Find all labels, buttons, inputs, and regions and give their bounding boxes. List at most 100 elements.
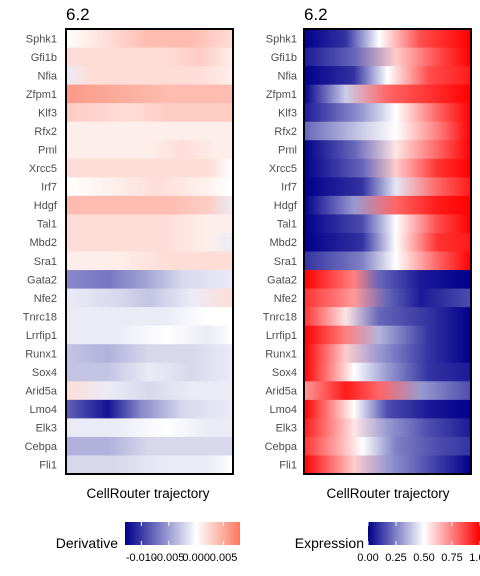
row-label: Fli1 — [279, 460, 297, 472]
panel-title: 6.2 — [66, 5, 90, 24]
heatmap-row-irf7 — [66, 177, 233, 197]
heatmap-row-mbd2 — [66, 232, 233, 253]
legend-tick-label: 0.75 — [441, 552, 462, 564]
row-label: Rfx2 — [34, 126, 57, 138]
x-axis-label: CellRouter trajectory — [86, 486, 209, 501]
heatmap-row-sox4 — [66, 362, 233, 382]
row-label: Gfi1b — [31, 52, 57, 64]
panel-title: 6.2 — [304, 5, 328, 24]
row-label: Nfia — [277, 70, 297, 82]
heatmap-row-runx1 — [66, 344, 233, 364]
legend-tick-label: 0.50 — [413, 552, 434, 564]
row-label: Hdgf — [34, 200, 58, 212]
heatmap-row-fli1 — [304, 455, 471, 475]
row-label: Lrrfip1 — [26, 330, 57, 342]
heatmap-row-tal1 — [304, 214, 471, 234]
heatmap-row-zfpm1 — [304, 84, 471, 104]
row-label: Elk3 — [36, 423, 57, 435]
row-label: Sox4 — [272, 367, 297, 379]
heatmap-row-gata2 — [304, 270, 471, 290]
row-label: Irf7 — [41, 182, 57, 194]
heatmap-row-cebpa — [66, 436, 233, 457]
legend-tick-label: 0.00 — [357, 552, 378, 564]
heatmap-row-klf3 — [304, 103, 471, 123]
legend-colorbar — [125, 522, 240, 545]
row-label: Lmo4 — [29, 404, 57, 416]
legend-tick-label: 0.25 — [385, 552, 406, 564]
row-label: Nfe2 — [274, 293, 297, 305]
heatmap-row-sox4 — [304, 362, 471, 382]
legend-tick-label: 0.005 — [210, 552, 238, 564]
heatmap-row-lmo4 — [304, 399, 471, 419]
row-label: Zfpm1 — [266, 89, 297, 101]
heatmap-row-sra1 — [304, 251, 471, 271]
x-axis-label: CellRouter trajectory — [326, 486, 449, 501]
row-label: Arid5a — [265, 386, 298, 398]
heatmap-row-sphk1 — [304, 29, 471, 49]
row-label: Sphk1 — [26, 33, 57, 45]
row-label: Tnrc18 — [23, 311, 57, 323]
row-label: Sra1 — [274, 256, 297, 268]
heatmap-row-xrcc5 — [66, 158, 233, 178]
heatmap-row-klf3 — [66, 103, 233, 123]
row-label: Rfx2 — [274, 126, 297, 138]
legend-title: Derivative — [56, 535, 118, 551]
heatmap-row-sphk1 — [66, 29, 233, 49]
row-label: Xrcc5 — [269, 163, 297, 175]
panel-border — [303, 28, 472, 475]
row-label: Sphk1 — [266, 33, 297, 45]
row-label: Runx1 — [25, 348, 57, 360]
row-label: Elk3 — [276, 423, 297, 435]
row-label: Cebpa — [265, 441, 298, 453]
row-label: Xrcc5 — [29, 163, 57, 175]
heatmap-row-tnrc18 — [304, 307, 471, 327]
heatmap-row-pml — [304, 140, 471, 160]
heatmap-row-sra1 — [66, 251, 233, 271]
row-label: Hdgf — [274, 200, 298, 212]
heatmap-row-irf7 — [304, 177, 471, 197]
row-label: Gfi1b — [271, 52, 297, 64]
heatmap-row-arid5a — [304, 381, 471, 401]
row-label: Fli1 — [39, 460, 57, 472]
heatmap-row-hdgf — [66, 195, 233, 216]
heatmap-row-nfia — [66, 66, 233, 86]
heatmap-row-cebpa — [304, 436, 471, 457]
panel-border — [65, 28, 234, 475]
heatmap-row-tnrc18 — [66, 307, 233, 327]
heatmap-row-gfi1b — [66, 47, 233, 67]
heatmap-row-lmo4 — [66, 399, 233, 419]
legend-tick-label: -0.010 — [126, 552, 157, 564]
heatmap-row-rfx2 — [304, 121, 471, 141]
heatmap-row-elk3 — [304, 418, 471, 438]
heatmap-row-fli1 — [66, 455, 233, 475]
legend-colorbar — [368, 522, 480, 545]
heatmap-row-hdgf — [304, 195, 471, 216]
row-label: Nfe2 — [34, 293, 57, 305]
row-label: Pml — [278, 145, 297, 157]
row-label: Tnrc18 — [263, 311, 297, 323]
heatmap-row-nfia — [304, 66, 471, 86]
row-label: Lmo4 — [269, 404, 297, 416]
heatmap-row-runx1 — [304, 344, 471, 364]
row-label: Mbd2 — [269, 237, 297, 249]
heatmap-row-zfpm1 — [66, 84, 233, 104]
row-label: Lrrfip1 — [266, 330, 297, 342]
heatmap-row-nfe2 — [304, 288, 471, 308]
legend-title: Expression — [295, 535, 364, 551]
row-label: Mbd2 — [29, 237, 57, 249]
row-label: Klf3 — [38, 107, 57, 119]
heatmap-row-xrcc5 — [304, 158, 471, 178]
legend-tick-label: 1.00 — [469, 552, 480, 564]
row-label: Sox4 — [32, 367, 57, 379]
heatmap-row-gata2 — [66, 270, 233, 290]
heatmap-row-lrrfip1 — [304, 325, 471, 345]
row-label: Runx1 — [265, 348, 297, 360]
heatmap-row-mbd2 — [304, 232, 471, 253]
row-label: Gata2 — [267, 274, 297, 286]
heatmap-row-elk3 — [66, 418, 233, 438]
row-label: Cebpa — [25, 441, 58, 453]
row-label: Klf3 — [278, 107, 297, 119]
row-label: Pml — [38, 145, 57, 157]
legend-tick-label: -0.005 — [153, 552, 184, 564]
